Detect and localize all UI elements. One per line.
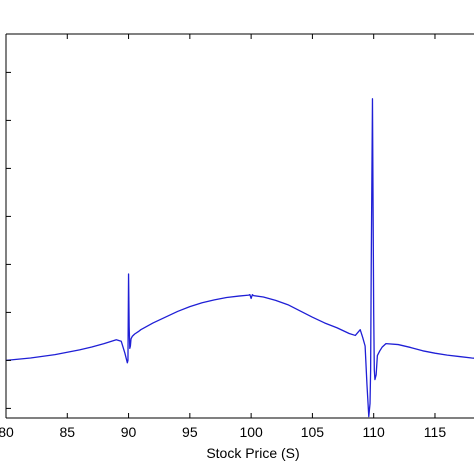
- x-tick-label: 90: [121, 424, 137, 440]
- x-tick-label: 115: [424, 424, 447, 440]
- plot-area: [5, 33, 474, 419]
- x-tick-label: 100: [239, 424, 263, 440]
- x-tick-label: 80: [0, 424, 14, 440]
- x-tick-label: 85: [59, 424, 75, 440]
- series-line: [5, 98, 474, 418]
- tick-labels: 80 85 90 95 100 105 110 115: [0, 424, 446, 440]
- axis-ticks: [5, 34, 436, 418]
- x-tick-label: 105: [301, 424, 325, 440]
- x-tick-label: 95: [182, 424, 198, 440]
- x-tick-label: 110: [363, 424, 386, 440]
- x-axis-title: Stock Price (S): [206, 445, 299, 461]
